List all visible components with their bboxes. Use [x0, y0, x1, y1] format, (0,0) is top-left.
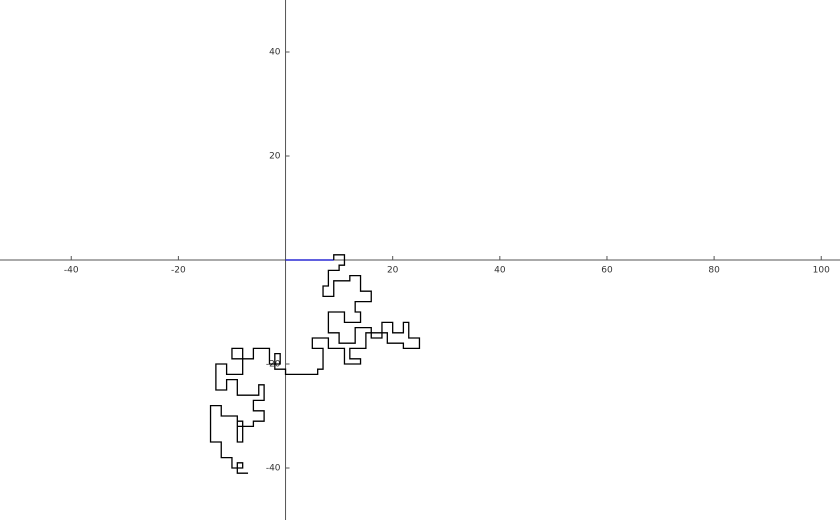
y-tick-label: 40 — [269, 48, 281, 58]
x-tick-label: 80 — [708, 266, 720, 276]
x-tick-label: 100 — [813, 266, 830, 276]
x-tick-label: 60 — [601, 266, 613, 276]
x-tick-label: -40 — [64, 266, 79, 276]
y-tick-label: -40 — [266, 464, 281, 474]
x-tick-label: 40 — [494, 266, 506, 276]
walk-line — [209, 254, 421, 474]
x-tick-label: -20 — [171, 266, 186, 276]
y-tick-label: 20 — [269, 152, 281, 162]
x-tick-label: 20 — [387, 266, 399, 276]
